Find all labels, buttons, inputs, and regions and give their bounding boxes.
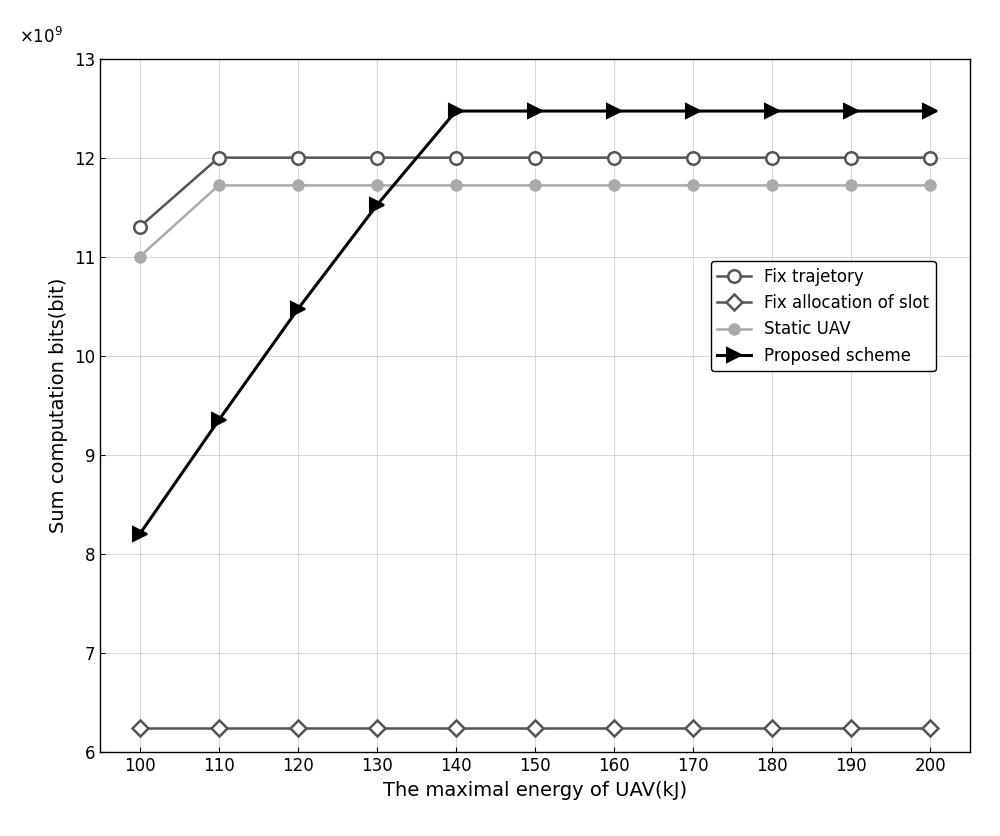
Proposed scheme	[529, 106, 541, 116]
Line: Fix allocation of slot: Fix allocation of slot	[134, 722, 936, 733]
Static UAV	[134, 252, 146, 262]
Proposed scheme	[450, 106, 462, 116]
Fix allocation of slot	[845, 722, 857, 732]
Legend: Fix trajetory, Fix allocation of slot, Static UAV, Proposed scheme: Fix trajetory, Fix allocation of slot, S…	[711, 261, 936, 371]
Fix allocation of slot	[213, 722, 225, 732]
Line: Fix trajetory: Fix trajetory	[133, 151, 937, 233]
Fix trajetory	[213, 153, 225, 163]
Fix trajetory	[608, 153, 620, 163]
Fix allocation of slot	[766, 722, 778, 732]
Static UAV	[924, 181, 936, 191]
Static UAV	[213, 181, 225, 191]
Line: Static UAV: Static UAV	[134, 180, 936, 263]
Static UAV	[292, 181, 304, 191]
Fix trajetory	[371, 153, 383, 163]
Static UAV	[450, 181, 462, 191]
Fix allocation of slot	[134, 722, 146, 732]
Static UAV	[845, 181, 857, 191]
X-axis label: The maximal energy of UAV(kJ): The maximal energy of UAV(kJ)	[383, 781, 687, 800]
Fix trajetory	[450, 153, 462, 163]
Text: $\times10^9$: $\times10^9$	[19, 28, 63, 48]
Fix trajetory	[845, 153, 857, 163]
Fix allocation of slot	[450, 722, 462, 732]
Proposed scheme	[371, 200, 383, 210]
Fix trajetory	[529, 153, 541, 163]
Proposed scheme	[924, 106, 936, 116]
Fix trajetory	[134, 222, 146, 232]
Proposed scheme	[134, 529, 146, 539]
Static UAV	[687, 181, 699, 191]
Fix trajetory	[687, 153, 699, 163]
Proposed scheme	[292, 304, 304, 314]
Proposed scheme	[687, 106, 699, 116]
Proposed scheme	[608, 106, 620, 116]
Fix allocation of slot	[292, 722, 304, 732]
Proposed scheme	[766, 106, 778, 116]
Proposed scheme	[845, 106, 857, 116]
Fix trajetory	[766, 153, 778, 163]
Fix allocation of slot	[529, 722, 541, 732]
Static UAV	[766, 181, 778, 191]
Fix trajetory	[292, 153, 304, 163]
Fix allocation of slot	[608, 722, 620, 732]
Fix allocation of slot	[924, 722, 936, 732]
Fix allocation of slot	[687, 722, 699, 732]
Fix allocation of slot	[371, 722, 383, 732]
Static UAV	[608, 181, 620, 191]
Static UAV	[371, 181, 383, 191]
Fix trajetory	[924, 153, 936, 163]
Proposed scheme	[213, 415, 225, 426]
Y-axis label: Sum computation bits(bit): Sum computation bits(bit)	[49, 278, 68, 533]
Static UAV	[529, 181, 541, 191]
Line: Proposed scheme: Proposed scheme	[133, 104, 937, 541]
